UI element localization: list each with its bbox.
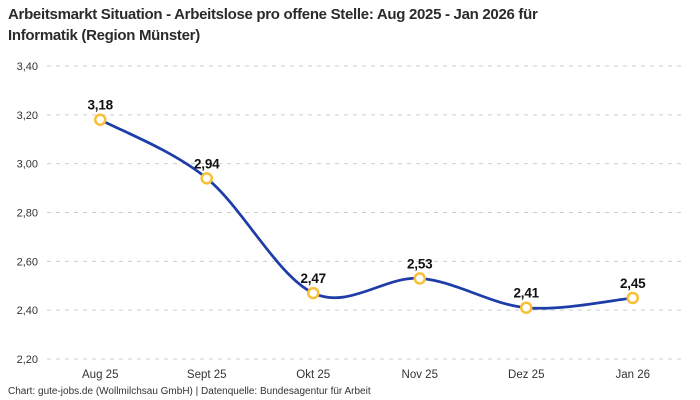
y-axis-tick-label: 3,00 <box>17 159 38 171</box>
chart-title: Arbeitsmarkt Situation - Arbeitslose pro… <box>8 4 538 46</box>
x-axis-tick-label: Dez 25 <box>508 369 544 381</box>
x-axis-tick-label: Aug 25 <box>82 369 118 381</box>
data-point-label: 2,47 <box>301 271 326 286</box>
y-axis-tick-label: 2,40 <box>17 305 38 317</box>
data-series-line <box>98 118 635 310</box>
y-axis-tick-label: 2,20 <box>17 354 38 366</box>
data-point-label: 2,41 <box>514 286 540 301</box>
x-axis-tick-label: Jan 26 <box>615 369 650 381</box>
data-point-marker[interactable] <box>94 113 107 126</box>
data-point-marker[interactable] <box>520 301 533 314</box>
y-axis-tick-label: 2,80 <box>17 208 38 220</box>
x-axis-tick-label: Sept 25 <box>187 369 227 381</box>
y-axis-tick-label: 3,20 <box>17 110 38 122</box>
data-point-label: 3,18 <box>88 98 114 113</box>
chart-title-line1: Arbeitsmarkt Situation - Arbeitslose pro… <box>8 6 538 23</box>
chart-footer: Chart: gute-jobs.de (Wollmilchsau GmbH) … <box>8 386 371 397</box>
data-point-marker[interactable] <box>307 286 320 300</box>
y-axis-tick-label: 2,60 <box>17 256 38 268</box>
x-axis-tick-label: Nov 25 <box>402 369 438 381</box>
x-axis-tick-label: Okt 25 <box>296 369 330 381</box>
data-point-label: 2,94 <box>194 156 220 171</box>
data-point-marker[interactable] <box>200 172 213 185</box>
data-point-label: 2,45 <box>620 276 646 291</box>
data-point-marker[interactable] <box>413 272 426 285</box>
y-axis-tick-label: 3,40 <box>17 61 38 73</box>
data-point-label: 2,53 <box>407 256 433 271</box>
chart-title-line2: Informatik (Region Münster) <box>8 27 200 44</box>
data-point-marker[interactable] <box>626 291 639 305</box>
